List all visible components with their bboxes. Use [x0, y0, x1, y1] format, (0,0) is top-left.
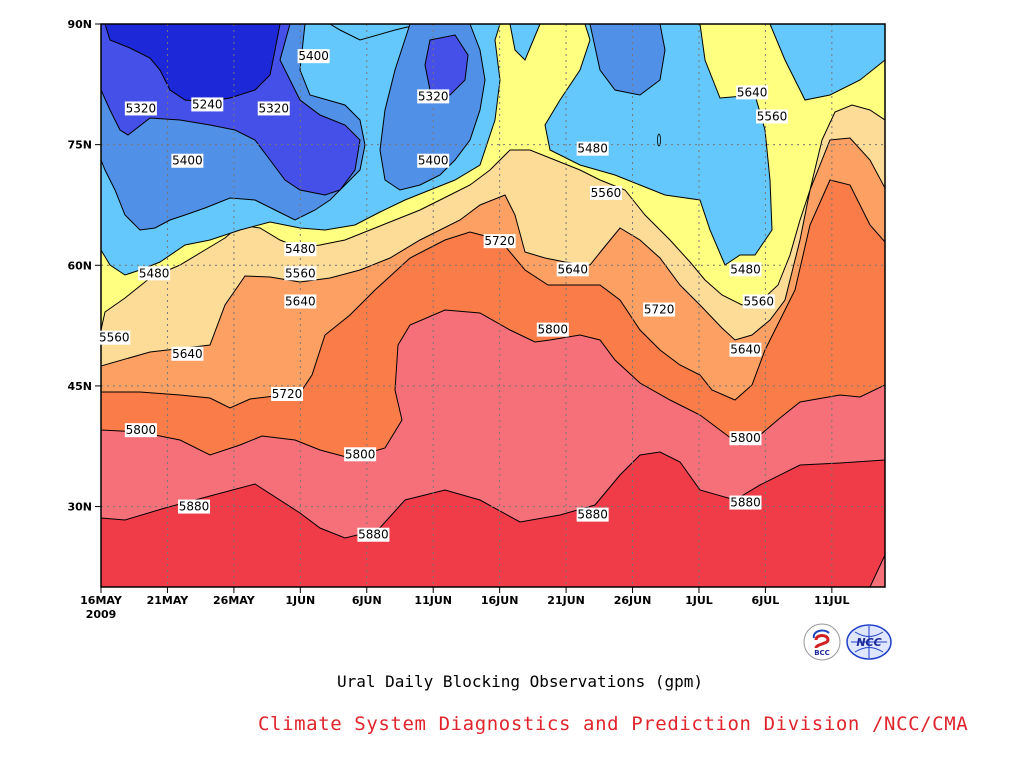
contour-label-box [643, 302, 676, 317]
contour-label: 5560 [757, 109, 788, 123]
contour-label: 5640 [730, 343, 761, 357]
contour-label: 5640 [557, 262, 588, 276]
contour-label: 5640 [285, 294, 316, 308]
x-tick-label: 21MAY [147, 594, 190, 607]
contour-label-box [257, 101, 290, 116]
contour-label-box [171, 153, 204, 168]
contour-label-box [589, 185, 622, 200]
contour-labels-layer: 5240 5320 5320 5320 5400 5400 5400 5480 5480 5480… [98, 49, 789, 542]
x-tick-label: 1JUN [285, 594, 315, 607]
contour-label: 5320 [258, 101, 289, 115]
chart-title: Ural Daily Blocking Observations (gpm) [336, 672, 704, 691]
bcc-logo: BCC [803, 623, 841, 661]
axes-layer: 16MAY 21MAY 26MAY 1JUN 6JUN 11JUN 16JUN 21JUN 26… [67, 18, 849, 621]
y-tick-label: 30N [67, 501, 92, 514]
x-tick-label: 16JUN [481, 594, 519, 607]
contour-label: 5480 [730, 262, 761, 276]
svg-text:BCC: BCC [814, 649, 830, 657]
y-tick-label: 75N [67, 139, 92, 152]
contour-label: 5880 [730, 496, 761, 510]
contour-label: 5880 [179, 500, 210, 514]
footer-credit: Climate System Diagnostics and Predictio… [258, 713, 969, 735]
contour-label: 5560 [743, 294, 774, 308]
contour-label: 5320 [418, 89, 449, 103]
y-tick-label: 90N [67, 18, 92, 31]
contour-label: 5480 [285, 242, 316, 256]
contour-label-box [736, 85, 769, 100]
contour-label-box [742, 294, 775, 309]
contour-label-box [536, 322, 569, 337]
small-5880-patch [869, 554, 885, 587]
contour-label: 5800 [538, 323, 569, 337]
x-tick-label: 16MAY [80, 594, 123, 607]
x-tick-label: 26JUN [614, 594, 652, 607]
contour-label-box [729, 431, 762, 446]
contour-label-box [357, 527, 390, 542]
contour-label-box [417, 89, 450, 104]
contour-label: 5400 [418, 154, 449, 168]
y-tick-label: 60N [67, 259, 92, 272]
grid-lines [101, 24, 885, 587]
contour-label-box [297, 49, 330, 64]
x-tick-label: 11JUL [814, 594, 849, 607]
contour-label: 5560 [99, 331, 130, 345]
x-tick-label: 21JUN [547, 594, 585, 607]
x-tick-label: 6JUL [752, 594, 780, 607]
contour-label: 5800 [345, 447, 376, 461]
contour-label-box [417, 153, 450, 168]
contour-label-box [98, 330, 131, 345]
contour-label-box [284, 242, 317, 257]
contour-label: 5720 [272, 387, 303, 401]
contour-label: 5400 [298, 49, 329, 63]
contour-label-box [171, 346, 204, 361]
contour-label-box [284, 294, 317, 309]
contour-label-box [271, 386, 304, 401]
y-tick-label: 45N [67, 380, 92, 393]
contour-label: 5400 [172, 154, 203, 168]
contour-label-box [556, 262, 589, 277]
contour-label: 5240 [192, 97, 223, 111]
contour-label: 5480 [577, 142, 608, 156]
contour-label: 5320 [126, 101, 157, 115]
contour-label-box [191, 97, 224, 112]
contour-label: 5800 [126, 423, 157, 437]
contour-label-box [344, 447, 377, 462]
contour-label: 5480 [139, 266, 170, 280]
contour-label-box [576, 141, 609, 156]
x-tick-label: 26MAY [213, 594, 256, 607]
contour-label-box [124, 101, 157, 116]
contour-label: 5880 [577, 508, 608, 522]
contour-label: 5640 [737, 85, 768, 99]
contour-label: 5800 [730, 431, 761, 445]
x-tick-label: 11JUN [414, 594, 452, 607]
contour-label-box [729, 342, 762, 357]
small-contour-patch [657, 133, 661, 147]
x-tick-label: 1JUL [685, 594, 713, 607]
x-year-label: 2009 [86, 608, 117, 621]
contour-label-box [124, 423, 157, 438]
plot-frame [100, 23, 886, 588]
contour-label: 5880 [358, 528, 389, 542]
contour-label: 5720 [644, 303, 675, 317]
ncc-logo: NCC [846, 624, 892, 660]
contour-label-box [284, 266, 317, 281]
contour-label: 5720 [484, 234, 515, 248]
contour-label-box [483, 234, 516, 249]
contour-label-box [138, 266, 171, 281]
contour-label-box [729, 495, 762, 510]
contour-label: 5560 [591, 186, 622, 200]
contour-label-box [756, 109, 789, 124]
contour-label-box [576, 507, 609, 522]
contour-label-box [729, 262, 762, 277]
contour-label: 5560 [285, 266, 316, 280]
x-tick-label: 6JUN [352, 594, 382, 607]
contour-label-box [178, 499, 211, 514]
contour-label: 5640 [172, 347, 203, 361]
contour-chart: 16MAY 21MAY 26MAY 1JUN 6JUN 11JUN 16JUN 21JUN 26… [67, 18, 886, 621]
svg-text:NCC: NCC [856, 636, 881, 649]
